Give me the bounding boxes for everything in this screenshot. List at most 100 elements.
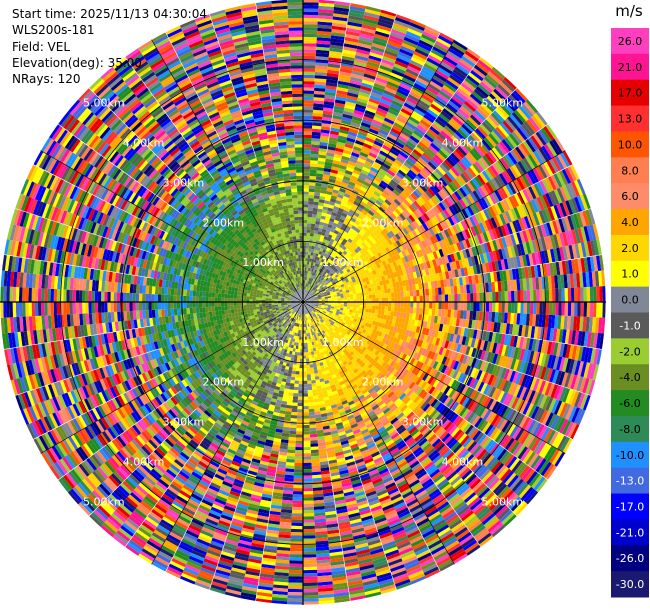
velocity-bin — [416, 307, 420, 315]
velocity-bin — [374, 290, 379, 295]
velocity-bin — [387, 306, 392, 312]
velocity-bin — [205, 307, 209, 313]
velocity-bin — [189, 302, 193, 308]
velocity-bin — [310, 223, 316, 228]
velocity-bin — [282, 327, 286, 332]
velocity-bin — [378, 306, 382, 311]
velocity-bin — [313, 334, 317, 338]
velocity-bin — [324, 298, 329, 300]
velocity-bin — [290, 283, 293, 287]
velocity-bin — [311, 328, 315, 332]
velocity-bin — [289, 175, 297, 180]
velocity-bin — [309, 175, 317, 180]
velocity-bin — [381, 306, 385, 311]
velocity-bin — [236, 295, 241, 299]
velocity-bin — [297, 317, 299, 321]
velocity-bin — [288, 269, 292, 274]
velocity-bin — [322, 325, 327, 329]
velocity-bin — [322, 290, 327, 293]
velocity-bin — [281, 277, 286, 281]
velocity-bin — [321, 299, 326, 301]
velocity-bin — [310, 376, 316, 381]
velocity-bin — [308, 191, 315, 196]
velocity-bin — [309, 288, 313, 292]
velocity-bin — [173, 288, 178, 296]
velocity-bin — [292, 278, 296, 282]
velocity-bin — [325, 299, 329, 301]
velocity-bin — [288, 306, 292, 309]
velocity-bin — [298, 270, 300, 274]
velocity-bin — [328, 313, 332, 317]
velocity-bin — [432, 295, 436, 302]
velocity-bin — [301, 305, 303, 309]
velocity-bin — [205, 302, 209, 308]
velocity-bin — [308, 284, 311, 288]
velocity-bin — [298, 297, 301, 300]
velocity-bin — [290, 309, 294, 312]
velocity-bin — [359, 307, 363, 312]
velocity-bin — [311, 272, 315, 276]
velocity-bin — [243, 292, 247, 297]
velocity-bin — [297, 188, 303, 192]
velocity-bin — [300, 279, 302, 284]
velocity-bin — [310, 285, 314, 289]
velocity-bin — [295, 251, 299, 256]
velocity-bin — [297, 310, 300, 314]
velocity-bin — [318, 275, 322, 279]
velocity-bin — [315, 326, 319, 331]
velocity-bin — [273, 281, 278, 285]
velocity-bin — [291, 314, 294, 318]
velocity-bin — [303, 172, 310, 176]
velocity-bin — [282, 280, 287, 285]
velocity-bin — [286, 292, 290, 295]
velocity-bin — [290, 269, 294, 273]
velocity-bin — [287, 270, 291, 274]
velocity-bin — [306, 290, 309, 294]
velocity-bin — [287, 281, 290, 285]
velocity-bin — [286, 286, 290, 290]
velocity-bin — [307, 210, 313, 215]
velocity-bin — [307, 277, 310, 281]
velocity-bin — [327, 307, 331, 310]
velocity-bin — [296, 428, 303, 432]
velocity-bin — [291, 305, 295, 308]
velocity-bin — [298, 286, 301, 290]
velocity-bin — [270, 311, 274, 315]
velocity-bin — [331, 305, 335, 307]
velocity-bin — [297, 402, 303, 407]
velocity-bin — [296, 313, 299, 317]
velocity-bin — [252, 294, 257, 298]
velocity-bin — [307, 345, 311, 350]
velocity-bin — [298, 339, 301, 343]
velocity-bin — [296, 431, 303, 435]
velocity-bin — [314, 316, 318, 320]
velocity-bin — [309, 303, 313, 305]
velocity-bin — [322, 284, 326, 288]
velocity-bin — [316, 291, 320, 295]
velocity-bin — [397, 291, 401, 297]
velocity-bin — [290, 303, 294, 304]
velocity-bin — [296, 316, 299, 320]
velocity-bin — [298, 320, 300, 324]
velocity-bin — [297, 303, 301, 306]
velocity-bin — [323, 279, 327, 283]
velocity-bin — [292, 198, 298, 202]
velocity-bin — [288, 433, 297, 438]
velocity-bin — [290, 321, 293, 325]
velocity-bin — [183, 289, 187, 296]
velocity-bin — [330, 295, 335, 298]
velocity-bin — [313, 328, 316, 332]
velocity-bin — [311, 332, 314, 336]
velocity-bin — [297, 396, 303, 400]
velocity-bin — [287, 310, 291, 314]
velocity-bin — [309, 278, 312, 282]
velocity-bin — [309, 322, 312, 326]
velocity-bin — [300, 317, 302, 321]
velocity-bin — [294, 245, 298, 249]
velocity-bin — [327, 275, 332, 279]
velocity-bin — [173, 302, 177, 309]
velocity-bin — [306, 330, 308, 334]
velocity-bin — [294, 274, 297, 278]
velocity-bin — [306, 317, 308, 321]
velocity-bin — [298, 273, 301, 278]
